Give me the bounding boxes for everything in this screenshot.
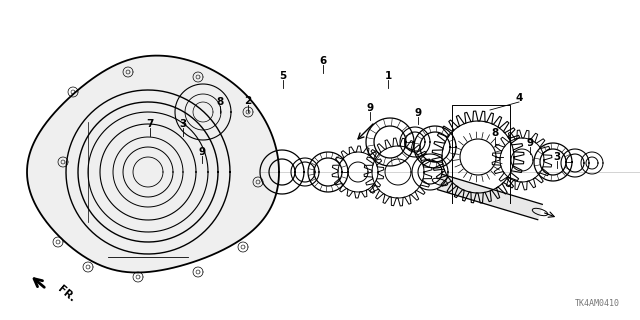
Text: 8: 8 xyxy=(492,128,499,138)
Text: 9: 9 xyxy=(367,103,374,113)
Text: 9: 9 xyxy=(527,138,534,148)
Text: 1: 1 xyxy=(385,71,392,81)
Text: TK4AM0410: TK4AM0410 xyxy=(575,299,620,308)
Text: 5: 5 xyxy=(280,71,287,81)
Text: 4: 4 xyxy=(515,93,523,103)
Text: 7: 7 xyxy=(147,119,154,129)
Text: FR.: FR. xyxy=(56,284,77,304)
Polygon shape xyxy=(27,56,279,273)
Text: 8: 8 xyxy=(216,97,223,107)
Text: 9: 9 xyxy=(415,108,422,118)
Polygon shape xyxy=(438,174,542,220)
Text: 6: 6 xyxy=(319,56,326,66)
Text: 3: 3 xyxy=(554,152,561,162)
Text: 9: 9 xyxy=(198,147,205,157)
Text: 3: 3 xyxy=(179,119,187,129)
Text: 2: 2 xyxy=(244,96,252,106)
